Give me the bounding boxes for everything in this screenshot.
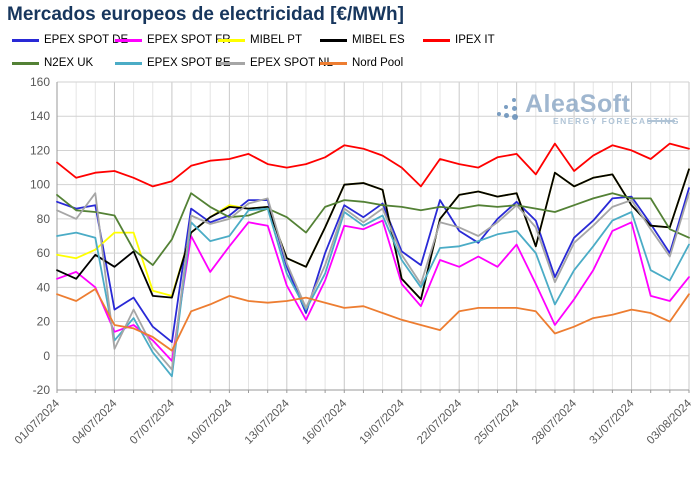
series-line-nord-pool	[56, 288, 690, 352]
x-tick-label: 28/07/2024	[530, 397, 580, 447]
legend-swatch	[423, 38, 450, 42]
y-tick-label: 100	[30, 178, 50, 192]
legend-item-epex-spot-nl: EPEX SPOT NL	[218, 56, 333, 70]
legend-label: EPEX SPOT FR	[147, 34, 231, 46]
legend-swatch	[12, 61, 39, 65]
y-tick-label: 80	[37, 212, 51, 226]
x-tick-label: 03/08/2024	[645, 397, 695, 447]
chart-title: Mercados europeos de electricidad [€/MWh…	[7, 4, 404, 25]
legend-label: Nord Pool	[352, 57, 404, 69]
series-line-epex-spot-be	[56, 207, 690, 378]
legend-item-nord-pool: Nord Pool	[320, 56, 403, 70]
x-tick-label: 13/07/2024	[243, 397, 293, 447]
series-line-n2ex-uk	[56, 192, 690, 267]
legend-item-mibel-pt: MIBEL PT	[218, 33, 302, 47]
x-tick-label: 04/07/2024	[70, 397, 120, 447]
legend-item-epex-spot-fr: EPEX SPOT FR	[115, 33, 231, 47]
series-line-mibel-pt	[56, 168, 690, 301]
legend-swatch	[218, 38, 245, 42]
legend-swatch	[12, 38, 39, 42]
legend-label: EPEX SPOT DE	[44, 34, 129, 46]
x-tick-label: 19/07/2024	[358, 397, 408, 447]
series-line-ipex-it	[56, 142, 690, 188]
y-tick-label: 160	[30, 75, 50, 89]
y-tick-label: 120	[30, 143, 50, 157]
x-tick-label: 22/07/2024	[415, 397, 465, 447]
legend-item-ipex-it: IPEX IT	[423, 33, 495, 47]
y-tick-label: 60	[37, 246, 51, 260]
series-line-epex-spot-nl	[56, 192, 690, 371]
legend-label: EPEX SPOT NL	[250, 57, 333, 69]
series-line-mibel-es	[56, 168, 690, 301]
x-tick-label: 25/07/2024	[473, 397, 523, 447]
y-tick-label: 40	[37, 280, 51, 294]
y-tick-label: 140	[30, 109, 50, 123]
x-tick-label: 01/07/2024	[13, 397, 63, 447]
legend-item-epex-spot-be: EPEX SPOT BE	[115, 56, 231, 70]
legend-swatch	[115, 61, 142, 65]
legend-swatch	[320, 61, 347, 65]
series-line-epex-spot-fr	[56, 219, 690, 362]
legend-label: IPEX IT	[455, 34, 495, 46]
legend-swatch	[115, 38, 142, 42]
x-tick-label: 31/07/2024	[587, 397, 637, 447]
legend-label: MIBEL ES	[352, 34, 405, 46]
legend-swatch	[320, 38, 347, 42]
legend-label: EPEX SPOT BE	[147, 57, 231, 69]
x-tick-label: 10/07/2024	[185, 397, 235, 447]
y-tick-label: 0	[43, 349, 50, 363]
legend-label: MIBEL PT	[250, 34, 302, 46]
y-tick-label: 20	[37, 315, 51, 329]
legend-label: N2EX UK	[44, 57, 94, 69]
x-tick-label: 07/07/2024	[128, 397, 178, 447]
x-tick-label: 16/07/2024	[300, 397, 350, 447]
legend-item-mibel-es: MIBEL ES	[320, 33, 405, 47]
legend-item-epex-spot-de: EPEX SPOT DE	[12, 33, 128, 47]
y-tick-label: -20	[33, 383, 51, 397]
legend-item-n2ex-uk: N2EX UK	[12, 56, 93, 70]
series-line-epex-spot-de	[56, 187, 690, 344]
legend-swatch	[218, 61, 245, 65]
